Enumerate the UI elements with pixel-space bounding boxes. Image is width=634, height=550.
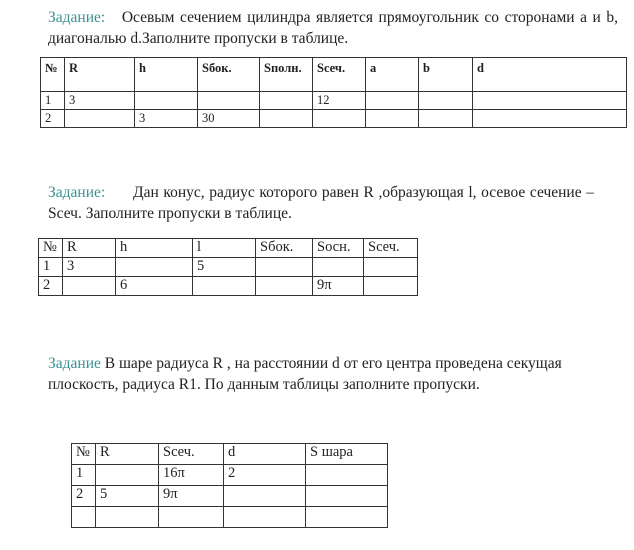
table-row: 1 16π 2 <box>71 464 388 486</box>
header-cell: R <box>62 238 116 258</box>
task2-description: Дан конус, радиус которого равен R ,обра… <box>48 184 594 222</box>
table-cell <box>418 91 473 110</box>
header-cell: a <box>365 57 419 92</box>
table-cell <box>472 91 627 110</box>
table-cell <box>255 257 313 277</box>
table-cell: 9π <box>312 276 364 296</box>
table-cell <box>115 257 193 277</box>
header-cell: d <box>223 443 306 465</box>
header-cell: R <box>95 443 159 465</box>
table-cell <box>363 257 418 277</box>
table-cell <box>365 91 419 110</box>
table-cell <box>192 276 256 296</box>
table-cell: 1 <box>71 464 96 486</box>
table-row: 2 5 9π <box>71 485 388 507</box>
header-cell: Sсеч. <box>363 238 418 258</box>
table-cell: 2 <box>223 464 306 486</box>
table-cell: 2 <box>38 276 63 296</box>
table-cell: 2 <box>71 485 96 507</box>
header-cell: b <box>418 57 473 92</box>
table-cell: 6 <box>115 276 193 296</box>
header-cell: Sсеч. <box>312 57 366 92</box>
task3-text: Задание В шаре радиуса R , на расстоянии… <box>48 353 578 395</box>
table-cell: 1 <box>40 91 65 110</box>
table-cell <box>95 506 159 528</box>
table-cell <box>64 109 135 128</box>
header-cell: l <box>192 238 256 258</box>
header-cell: № <box>38 238 63 258</box>
header-cell: Sполн. <box>259 57 313 92</box>
table-cell <box>255 276 313 296</box>
table-cell <box>365 109 419 128</box>
table-cell: 30 <box>197 109 260 128</box>
table-cell <box>259 109 313 128</box>
table-cell <box>305 485 388 507</box>
table-cell <box>95 464 159 486</box>
table-cell <box>197 91 260 110</box>
table-cell: 9π <box>158 485 224 507</box>
task3-table: № R Sсеч. d S шара 1 16π 2 2 5 9π <box>71 443 388 528</box>
table-cell: 3 <box>62 257 116 277</box>
table-cell <box>259 91 313 110</box>
table-row: 1 3 12 <box>40 91 627 110</box>
table-cell <box>363 276 418 296</box>
table-cell <box>158 506 224 528</box>
table-cell <box>71 506 96 528</box>
task3-label: Задание <box>48 355 101 372</box>
table-cell: 5 <box>192 257 256 277</box>
task2-text: Задание: Дан конус, радиус которого раве… <box>48 182 594 224</box>
table-cell <box>305 464 388 486</box>
table-cell <box>305 506 388 528</box>
table-cell <box>62 276 116 296</box>
task1-description: Осевым сечением цилиндра является прямоу… <box>48 9 618 47</box>
header-cell: Sосн. <box>312 238 364 258</box>
table-cell <box>472 109 627 128</box>
header-row: № R Sсеч. d S шара <box>71 443 388 465</box>
header-cell: Sсеч. <box>158 443 224 465</box>
header-cell: h <box>134 57 198 92</box>
task1-label: Задание: <box>48 9 106 26</box>
table-cell <box>223 485 306 507</box>
header-cell: S шара <box>305 443 388 465</box>
header-cell: Sбок. <box>255 238 313 258</box>
table-row: 2 3 30 <box>40 109 627 128</box>
table-cell <box>312 257 364 277</box>
table-row <box>71 506 388 528</box>
table-cell: 16π <box>158 464 224 486</box>
header-cell: R <box>64 57 135 92</box>
task1-text: Задание: Осевым сечением цилиндра являет… <box>48 7 618 49</box>
table-cell <box>134 91 198 110</box>
table-cell: 3 <box>134 109 198 128</box>
table-cell: 2 <box>40 109 65 128</box>
header-cell: № <box>40 57 65 92</box>
header-cell: h <box>115 238 193 258</box>
header-cell: Sбок. <box>197 57 260 92</box>
table-cell <box>223 506 306 528</box>
table-cell <box>418 109 473 128</box>
table-row: 2 6 9π <box>38 276 418 296</box>
table-cell: 12 <box>312 91 366 110</box>
header-cell: d <box>472 57 627 92</box>
table-cell: 3 <box>64 91 135 110</box>
header-cell: № <box>71 443 96 465</box>
table-cell: 5 <box>95 485 159 507</box>
task3-description: В шаре радиуса R , на расстоянии d от ег… <box>48 355 562 393</box>
task2-label: Задание: <box>48 184 106 201</box>
table-cell <box>312 109 366 128</box>
table-cell: 1 <box>38 257 63 277</box>
